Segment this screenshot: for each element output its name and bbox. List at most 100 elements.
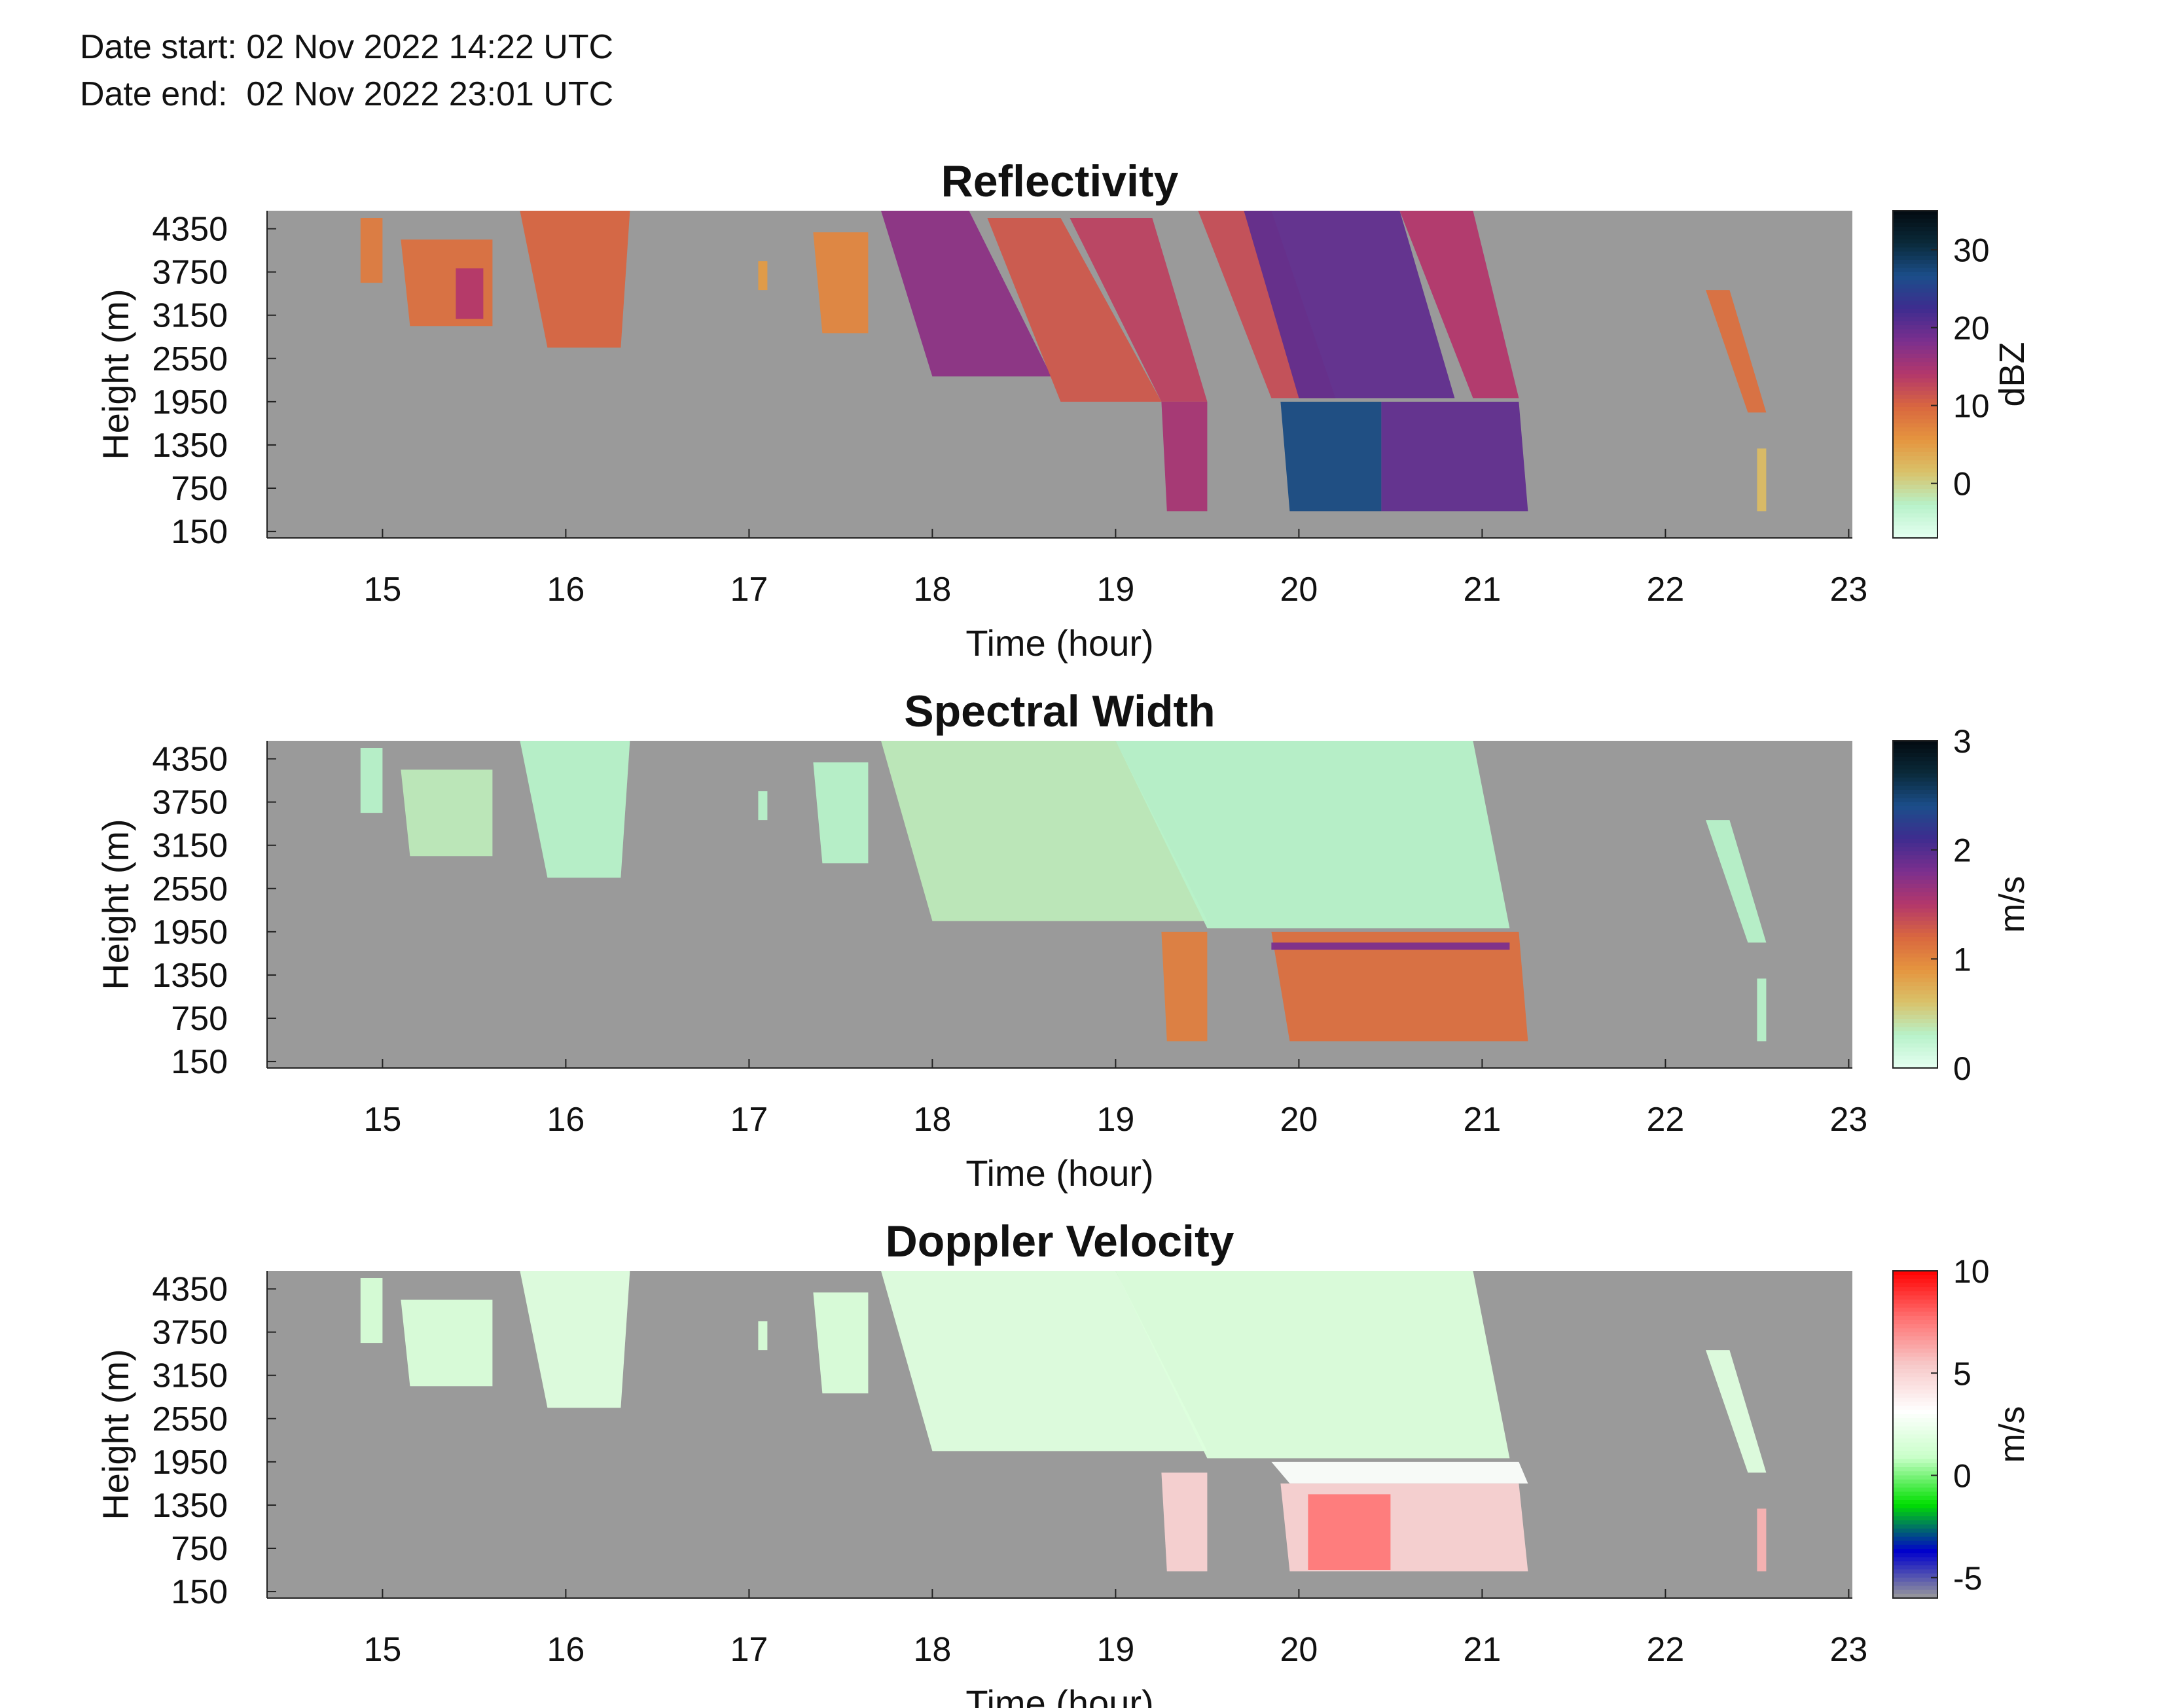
colorbar-segment — [1893, 222, 1937, 228]
colorbar-tick-label: 0 — [1953, 1050, 1971, 1087]
colorbar-segment — [1893, 957, 1937, 963]
colorbar-segment — [1893, 1035, 1937, 1040]
data-cell — [881, 211, 1052, 377]
data-cell — [1271, 1461, 1528, 1484]
colorbar-segment — [1893, 444, 1937, 449]
colorbar-segment — [1893, 798, 1937, 803]
colorbar-segment — [1893, 745, 1937, 750]
colorbar-segment — [1893, 211, 1937, 215]
colorbar-segment — [1893, 272, 1937, 277]
colorbar-segment — [1893, 374, 1937, 379]
colorbar-segment — [1893, 304, 1937, 310]
data-cell — [1161, 401, 1208, 512]
colorbar-segment — [1893, 431, 1937, 436]
date-end-text: Date end: 02 Nov 2022 23:01 UTC — [80, 75, 614, 113]
colorbar-segment — [1893, 863, 1937, 868]
colorbar-segment — [1893, 802, 1937, 807]
colorbar-segment — [1893, 1569, 1937, 1575]
data-cell — [1244, 211, 1455, 399]
data-cell — [1161, 931, 1208, 1042]
colorbar-segment — [1893, 1438, 1937, 1444]
x-tick-label: 17 — [730, 1101, 768, 1139]
colorbar-segment — [1893, 781, 1937, 787]
colorbar-tick-label: 5 — [1953, 1355, 1971, 1392]
y-axis-label: Height (m) — [95, 819, 136, 989]
colorbar-segment — [1893, 1442, 1937, 1448]
data-cell — [813, 232, 869, 334]
colorbar-segment — [1893, 1393, 1937, 1398]
colorbar-segment — [1893, 1549, 1937, 1554]
colorbar-segment — [1893, 1295, 1937, 1300]
colorbar-segment — [1893, 1565, 1937, 1570]
x-tick-label: 15 — [363, 571, 401, 609]
colorbar-segment — [1893, 1540, 1937, 1546]
data-cell — [813, 762, 869, 864]
colorbar-segment — [1893, 452, 1937, 457]
data-layer — [360, 211, 1767, 512]
x-tick-label: 19 — [1096, 1631, 1134, 1669]
data-cell — [1706, 290, 1767, 413]
colorbar-segment — [1893, 1471, 1937, 1476]
colorbar-segment — [1893, 929, 1937, 934]
colorbar-segment — [1893, 1418, 1937, 1423]
x-tick-label: 15 — [363, 1101, 401, 1139]
colorbar-segment — [1893, 1340, 1937, 1345]
colorbar-segment — [1893, 1315, 1937, 1321]
data-cell — [1115, 1271, 1510, 1459]
x-tick-label: 20 — [1280, 1101, 1318, 1139]
colorbar-tick-label: 10 — [1953, 388, 1990, 425]
colorbar-segment — [1893, 231, 1937, 236]
colorbar-segment — [1893, 1006, 1937, 1012]
colorbar-segment — [1893, 1275, 1937, 1280]
colorbar-segment — [1893, 419, 1937, 424]
colorbar-segment — [1893, 280, 1937, 285]
data-cell — [1381, 401, 1528, 512]
colorbar-segment — [1893, 346, 1937, 351]
colorbar-segment — [1893, 1504, 1937, 1509]
colorbar-segment — [1893, 1283, 1937, 1288]
data-cell — [881, 741, 1208, 921]
colorbar-segment — [1893, 1328, 1937, 1333]
colorbar-segment — [1893, 1475, 1937, 1480]
colorbar-segment — [1893, 1487, 1937, 1493]
data-cell — [360, 1278, 383, 1343]
colorbar-segment — [1893, 818, 1937, 823]
colorbar-segment — [1893, 366, 1937, 371]
colorbar-segment — [1893, 974, 1937, 979]
data-cell — [758, 261, 768, 291]
colorbar-segment — [1893, 900, 1937, 905]
y-tick-label: 3750 — [152, 1314, 228, 1352]
colorbar-segment — [1893, 493, 1937, 498]
y-tick-label: 2550 — [152, 1400, 228, 1438]
y-tick-label: 3150 — [152, 1357, 228, 1395]
colorbar-segment — [1893, 1047, 1937, 1052]
colorbar-segment — [1893, 1414, 1937, 1419]
data-cell — [1115, 741, 1510, 929]
y-tick-label: 1950 — [152, 1444, 228, 1482]
data-cell — [401, 770, 493, 857]
colorbar-segment — [1893, 1357, 1937, 1362]
chart-title: Spectral Width — [904, 686, 1215, 736]
colorbar-segment — [1893, 970, 1937, 974]
colorbar-segment — [1893, 855, 1937, 860]
colorbar-segment — [1893, 1593, 1937, 1599]
data-cell — [401, 1300, 493, 1387]
y-tick-label: 2550 — [152, 870, 228, 908]
colorbar-segment — [1893, 309, 1937, 313]
colorbar-segment — [1893, 1582, 1937, 1586]
y-tick-label: 1350 — [152, 427, 228, 465]
colorbar-segment — [1893, 1434, 1937, 1439]
colorbar-segment — [1893, 876, 1937, 881]
colorbar-segment — [1893, 215, 1937, 220]
y-tick-label: 1950 — [152, 914, 228, 952]
y-axis-label: Height (m) — [95, 289, 136, 459]
colorbar-segment — [1893, 525, 1937, 531]
colorbar-tick-label: 20 — [1953, 310, 1990, 347]
data-layer — [360, 741, 1767, 1042]
colorbar-segment — [1893, 239, 1937, 244]
colorbar-segment — [1893, 382, 1937, 387]
colorbar-segment — [1893, 333, 1937, 338]
colorbar-segment — [1893, 1557, 1937, 1562]
colorbar-segment — [1893, 1402, 1937, 1406]
colorbar-segment — [1893, 1377, 1937, 1382]
